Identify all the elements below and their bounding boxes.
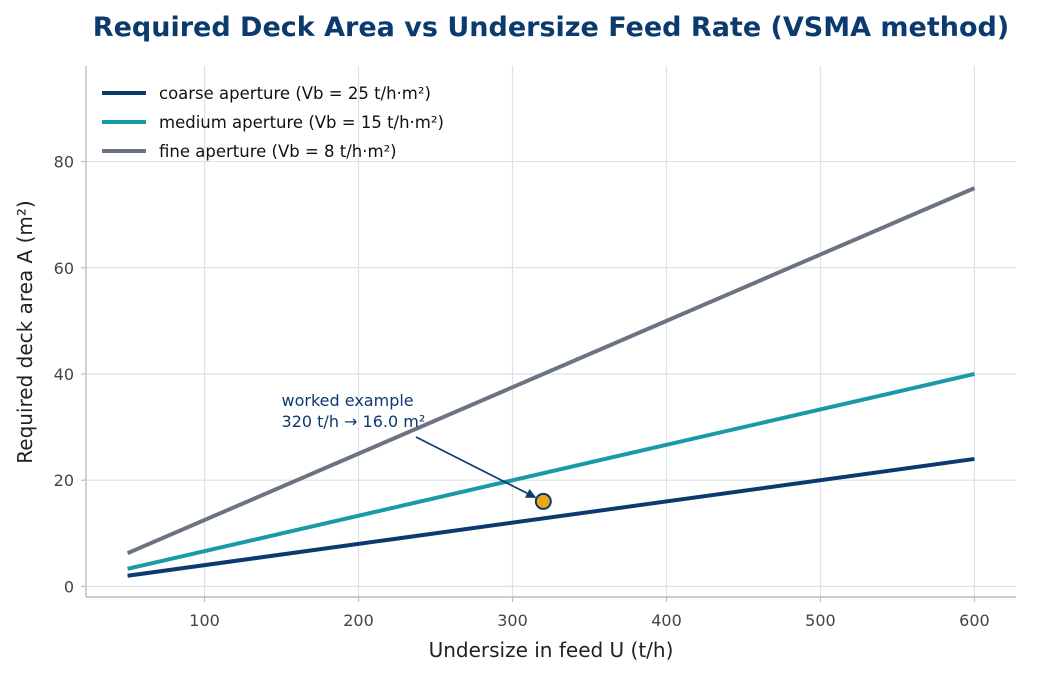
series-lines [126,186,976,578]
worked-example-marker [534,492,552,510]
x-tick-label: 200 [343,611,374,630]
legend-label-0: coarse aperture (Vb = 25 t/h·m²) [159,84,431,103]
series-line-0 [127,456,975,578]
series-line-2 [126,186,976,556]
y-tick-label: 40 [54,365,74,384]
legend: coarse aperture (Vb = 25 t/h·m²) medium a… [102,84,444,161]
annotation-arrow [415,436,537,499]
chart-title: Required Deck Area vs Undersize Feed Rat… [93,12,1009,43]
y-tick-label: 0 [64,577,74,596]
grid [86,66,1016,597]
y-axis-label: Required deck area A (m²) [13,200,37,463]
x-tick-label: 500 [805,611,836,630]
series-line-1 [127,372,975,571]
x-tick-label: 100 [189,611,220,630]
legend-label-1: medium aperture (Vb = 15 t/h·m²) [159,113,444,132]
worked-example-annotation: worked example 320 t/h → 16.0 m² [282,391,552,510]
y-tick-label: 80 [54,153,74,172]
annotation-text-line: worked example [282,391,414,410]
y-tick-label: 60 [54,259,74,278]
x-tick-label: 600 [959,611,990,630]
annotation-text-line: 320 t/h → 16.0 m² [282,412,426,431]
x-axis-label: Undersize in feed U (t/h) [429,638,674,662]
x-tick-label: 400 [651,611,682,630]
y-tick-label: 20 [54,471,74,490]
legend-label-2: fine aperture (Vb = 8 t/h·m²) [159,142,397,161]
axes: 100 200 300 400 500 600 0 20 40 60 80 [54,66,1016,630]
x-tick-label: 300 [497,611,528,630]
